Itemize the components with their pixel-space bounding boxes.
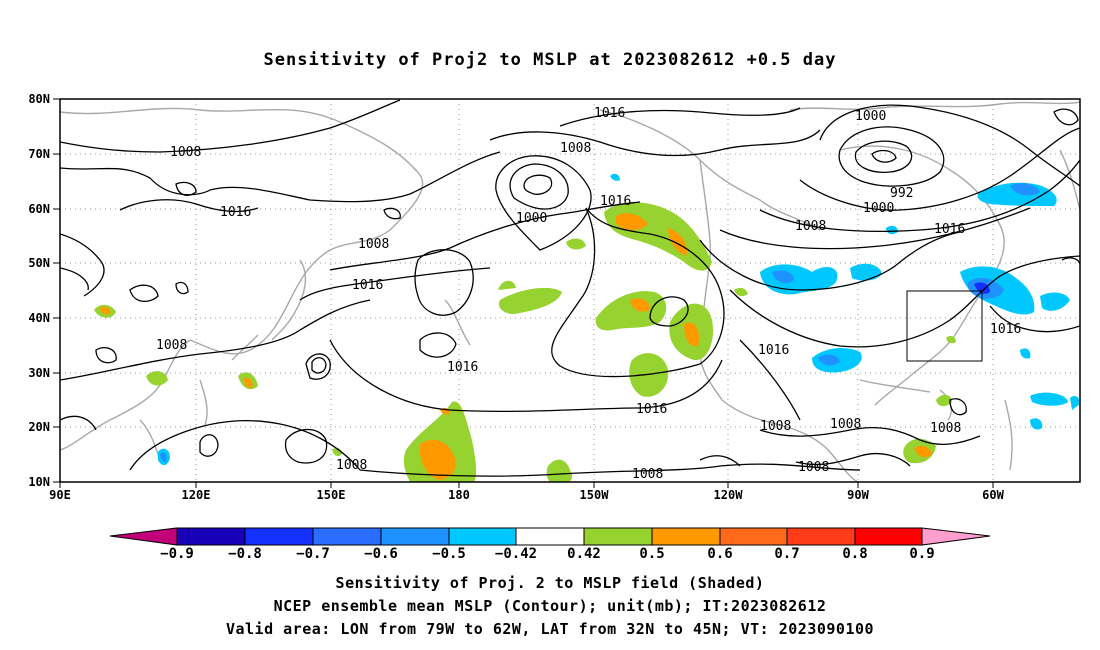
map-title: Sensitivity of Proj2 to MSLP at 20230826… (263, 50, 837, 70)
contour-label: 1008 (632, 467, 663, 482)
contour-label: 1000 (855, 109, 886, 124)
colorbar-label: −0.7 (296, 546, 330, 562)
colorbar-segment (651, 527, 721, 546)
contour-label: 1016 (220, 205, 251, 220)
latitude-labels: 80N 70N 60N 50N 40N 30N 20N 10N (28, 92, 50, 489)
colorbar-segment (380, 527, 450, 546)
mslp-contours (60, 99, 1080, 477)
contour-label: 1008 (798, 460, 829, 475)
colorbar-segment (786, 527, 856, 546)
contour-label: 1008 (930, 421, 961, 436)
contour-label: 1016 (594, 106, 625, 121)
colorbar-label: −0.9 (160, 546, 194, 562)
coastlines (60, 101, 1080, 482)
contour-label: 1016 (600, 194, 631, 209)
lat-label: 30N (28, 366, 50, 380)
colorbar-segment (176, 527, 246, 546)
colorbar-label: 0.42 (567, 546, 601, 562)
contour-label: 992 (890, 186, 913, 201)
lon-label: 90W (847, 488, 869, 502)
caption-contour: NCEP ensemble mean MSLP (Contour); unit(… (273, 597, 827, 615)
contour-label: 1008 (170, 145, 201, 160)
lon-label: 90E (49, 488, 71, 502)
contour-label: 1008 (336, 458, 367, 473)
colorbar-label: −0.8 (228, 546, 262, 562)
colorbar-segment (515, 527, 585, 546)
valid-area-box (906, 290, 983, 362)
lon-label: 150W (580, 488, 610, 502)
contour-label: 1016 (758, 343, 789, 358)
lat-label: 10N (28, 475, 50, 489)
lon-label: 120E (182, 488, 211, 502)
lon-label: 150E (317, 488, 346, 502)
contour-label: 1000 (863, 201, 894, 216)
colorbar-segment (448, 527, 517, 546)
contour-label: 1016 (934, 222, 965, 237)
lat-label: 50N (28, 256, 50, 270)
colorbar-label: −0.5 (432, 546, 466, 562)
shading-negative (158, 173, 1080, 466)
contour-label-group: 1016 1000 1008 1008 1016 1016 1000 992 1… (156, 106, 1021, 482)
caption-valid-area: Valid area: LON from 79W to 62W, LAT fro… (225, 620, 875, 638)
colorbar-label: 0.9 (909, 546, 934, 562)
lon-label: 180 (448, 488, 470, 502)
contour-label: 1016 (447, 360, 478, 375)
contour-label: 1016 (352, 278, 383, 293)
colorbar-label: −0.6 (364, 546, 398, 562)
contour-label: 1008 (760, 419, 791, 434)
caption-shading: Sensitivity of Proj. 2 to MSLP field (Sh… (335, 574, 765, 592)
map-frame (59, 98, 1081, 483)
lat-label: 80N (28, 92, 50, 106)
lat-label: 70N (28, 147, 50, 161)
colorbar-label: 0.7 (774, 546, 799, 562)
contour-label: 1016 (636, 402, 667, 417)
colorbar-segment (854, 527, 923, 546)
colorbar-segment (244, 527, 314, 546)
contour-label: 1016 (990, 322, 1021, 337)
longitude-labels: 90E 120E 150E 180 150W 120W 90W 60W (49, 488, 1004, 502)
contour-label: 1000 (516, 211, 547, 226)
colorbar-segment (312, 527, 382, 546)
colorbar-segment (719, 527, 788, 546)
lon-label: 120W (714, 488, 744, 502)
colorbar-labels: −0.9 −0.8 −0.7 −0.6 −0.5 −0.42 0.42 0.5 … (160, 546, 935, 562)
contour-label: 1008 (156, 338, 187, 353)
colorbar-label: 0.5 (639, 546, 664, 562)
colorbar-label: 0.8 (842, 546, 867, 562)
lat-label: 40N (28, 311, 50, 325)
lon-label: 60W (982, 488, 1004, 502)
colorbar-segment (583, 527, 653, 546)
colorbar-segment (921, 527, 991, 546)
colorbar-segment (109, 527, 178, 546)
axis-ticks (53, 98, 994, 488)
contour-label: 1008 (358, 237, 389, 252)
contour-label: 1008 (795, 219, 826, 234)
contour-label: 1008 (560, 141, 591, 156)
colorbar-label: −0.42 (495, 546, 537, 562)
lat-label: 20N (28, 420, 50, 434)
lat-label: 60N (28, 202, 50, 216)
contour-label: 1008 (830, 417, 861, 432)
colorbar: −0.9 −0.8 −0.7 −0.6 −0.5 −0.42 0.42 0.5 … (109, 527, 991, 562)
colorbar-label: 0.6 (707, 546, 732, 562)
